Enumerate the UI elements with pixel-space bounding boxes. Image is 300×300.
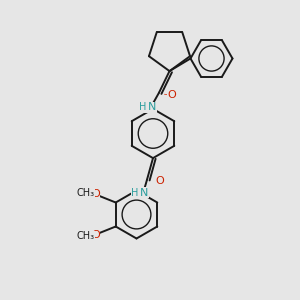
Text: CH₃: CH₃ (77, 231, 95, 241)
Text: N: N (140, 188, 148, 198)
Text: O: O (167, 90, 176, 100)
Text: CH₃: CH₃ (77, 188, 95, 198)
Text: N: N (148, 102, 156, 112)
Text: O: O (91, 230, 100, 240)
Text: H: H (139, 102, 146, 112)
Text: H: H (131, 188, 139, 198)
Text: O: O (155, 176, 164, 186)
Text: O: O (91, 189, 100, 200)
